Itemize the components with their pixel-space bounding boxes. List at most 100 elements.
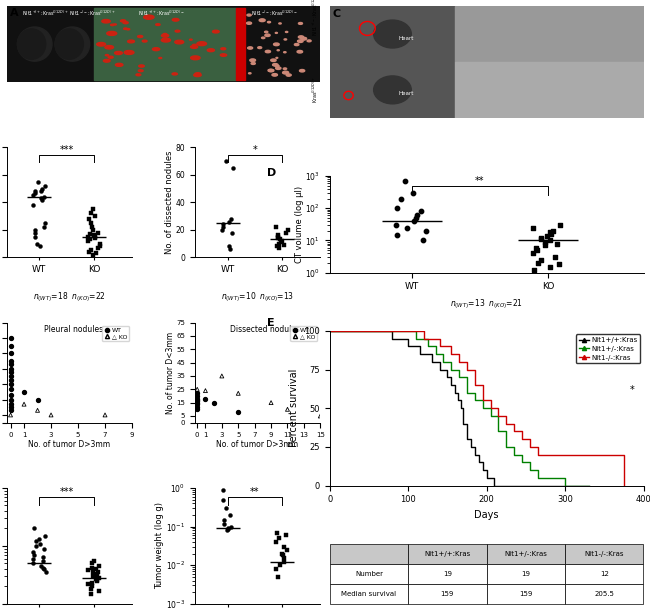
Point <box>36 561 46 571</box>
Text: Kras$^{G12D/+}$: Kras$^{G12D/+}$ <box>311 77 320 103</box>
Text: Nit1$^{+/-}$:Kras$^{G12D/+}$: Nit1$^{+/-}$:Kras$^{G12D/+}$ <box>311 0 320 36</box>
Point <box>86 584 96 594</box>
Point <box>554 260 564 270</box>
Point <box>192 389 202 398</box>
Point <box>270 564 281 574</box>
Point <box>31 239 42 248</box>
Point <box>408 188 418 198</box>
Point <box>5 384 16 393</box>
Text: $n_{(WT)}$=18  $n_{(KO)}$=22: $n_{(WT)}$=18 $n_{(KO)}$=22 <box>32 290 106 304</box>
Point <box>392 203 402 213</box>
Point <box>84 214 94 224</box>
Point <box>276 237 287 247</box>
Ellipse shape <box>176 30 180 32</box>
Text: **: ** <box>475 176 484 185</box>
Ellipse shape <box>175 40 184 44</box>
Ellipse shape <box>247 14 251 16</box>
Point <box>275 561 285 570</box>
Point <box>34 242 45 251</box>
Point <box>528 248 539 258</box>
Point <box>88 556 99 566</box>
Point <box>32 177 43 187</box>
X-axis label: Days: Days <box>474 510 499 520</box>
Point <box>529 265 539 275</box>
Point <box>192 384 202 394</box>
Point <box>272 528 282 537</box>
Text: C: C <box>333 9 341 20</box>
Ellipse shape <box>18 27 52 61</box>
Ellipse shape <box>207 49 214 52</box>
Ellipse shape <box>220 54 227 56</box>
Point <box>28 190 38 200</box>
Ellipse shape <box>102 20 110 23</box>
Point <box>550 253 560 262</box>
Ellipse shape <box>195 73 201 75</box>
Point <box>86 578 97 588</box>
Point <box>271 537 281 547</box>
Text: Dorsal: Dorsal <box>3 12 8 30</box>
Bar <box>235 8 245 80</box>
Point <box>95 242 105 251</box>
Point <box>283 225 293 235</box>
Text: Nit1$^{+/+}$:Kras$^{G12D/+}$: Nit1$^{+/+}$:Kras$^{G12D/+}$ <box>22 9 69 18</box>
Point <box>90 574 101 584</box>
Point <box>222 525 232 535</box>
Ellipse shape <box>124 51 134 54</box>
Point <box>540 237 550 247</box>
Point <box>531 243 541 253</box>
Point <box>5 379 16 389</box>
Point <box>39 192 49 202</box>
Point <box>279 558 289 567</box>
Point <box>192 404 202 414</box>
Point <box>92 576 103 586</box>
Point <box>28 200 38 210</box>
Point <box>278 550 288 560</box>
Point <box>226 522 236 531</box>
Ellipse shape <box>275 65 279 67</box>
Point <box>5 410 16 420</box>
Point <box>38 222 49 232</box>
Ellipse shape <box>268 70 273 71</box>
Y-axis label: Percent survival: Percent survival <box>289 369 299 447</box>
Ellipse shape <box>268 70 274 72</box>
Point <box>84 235 95 245</box>
Point <box>233 389 244 398</box>
Point <box>93 243 103 253</box>
Legend: WT, △ KO: WT, △ KO <box>102 326 129 341</box>
Point <box>5 400 16 409</box>
Point <box>416 206 426 216</box>
Text: D: D <box>267 168 276 178</box>
Y-axis label: No. of dissected nodules: No. of dissected nodules <box>165 151 174 254</box>
Ellipse shape <box>138 70 143 71</box>
Point <box>5 375 16 384</box>
Point <box>273 231 283 240</box>
Point <box>100 410 110 420</box>
Ellipse shape <box>213 30 219 33</box>
Ellipse shape <box>283 71 289 74</box>
Point <box>218 220 228 229</box>
Point <box>266 398 276 407</box>
Ellipse shape <box>259 19 265 21</box>
Ellipse shape <box>283 68 287 70</box>
Ellipse shape <box>127 29 130 30</box>
Text: Heart: Heart <box>398 35 414 41</box>
Point <box>83 579 93 589</box>
Ellipse shape <box>120 20 125 22</box>
Point <box>224 217 234 226</box>
Point <box>35 193 46 203</box>
Ellipse shape <box>108 56 113 58</box>
Text: *: * <box>629 385 634 395</box>
Point <box>270 222 281 232</box>
Point <box>32 395 43 404</box>
Point <box>29 188 40 198</box>
Point <box>85 589 96 598</box>
Point <box>218 515 229 525</box>
Point <box>40 218 51 228</box>
Ellipse shape <box>298 36 304 38</box>
Text: E: E <box>267 318 274 329</box>
Point <box>5 406 16 415</box>
Point <box>216 225 227 235</box>
Point <box>409 216 419 226</box>
Point <box>19 400 29 409</box>
Point <box>34 539 45 548</box>
